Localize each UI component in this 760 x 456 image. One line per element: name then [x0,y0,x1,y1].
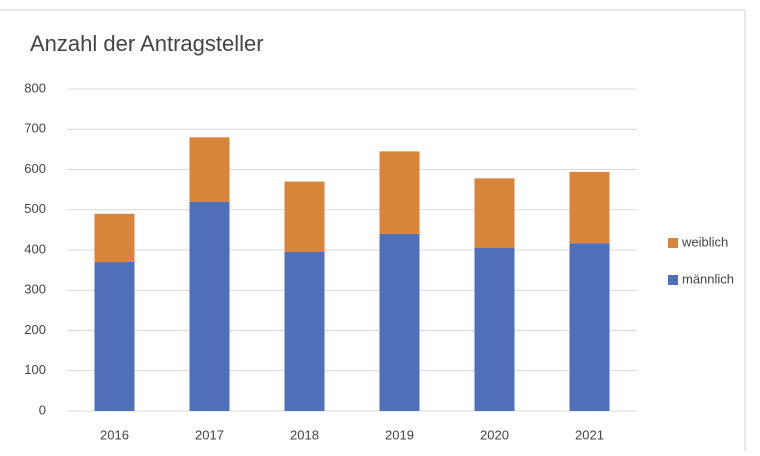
legend-label: männlich [682,271,734,286]
y-tick-label: 400 [24,241,46,256]
bar-segment [474,247,515,411]
bar-segment [474,178,515,248]
x-tick-label: 2017 [195,427,224,442]
bar-segment [379,233,420,411]
legend-swatch [668,275,678,285]
y-tick-label: 600 [24,161,46,176]
y-tick-label: 800 [24,80,46,95]
legend-swatch [668,238,678,248]
chart-title: Anzahl der Antragsteller [30,31,264,56]
bar-segment [569,171,610,244]
bar-segment [379,151,420,234]
x-tick-label: 2021 [575,427,604,442]
x-tick-label: 2018 [290,427,319,442]
bar-segment [284,181,325,253]
bar-segment [94,213,135,263]
bar-segment [569,243,610,411]
y-tick-label: 500 [24,201,46,216]
x-tick-label: 2016 [100,427,129,442]
y-tick-label: 300 [24,282,46,297]
y-tick-label: 200 [24,322,46,337]
legend-label: weiblich [681,234,728,249]
bar-segment [94,262,135,411]
y-tick-label: 700 [24,121,46,136]
bar-segment [189,201,230,411]
y-tick-label: 0 [39,402,46,417]
x-tick-label: 2019 [385,427,414,442]
x-tick-label: 2020 [480,427,509,442]
bar-segment [189,137,230,202]
bar-segment [284,252,325,411]
y-tick-label: 100 [24,362,46,377]
